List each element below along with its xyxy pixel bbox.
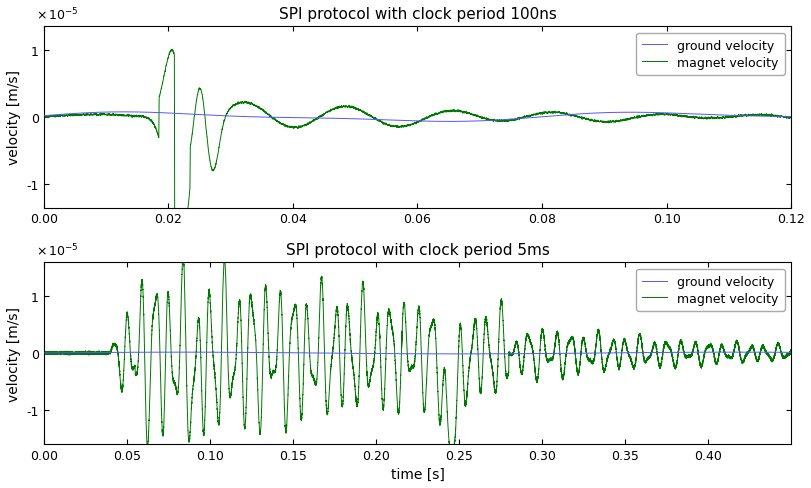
ground velocity: [444, 119, 454, 125]
Legend: ground velocity, magnet velocity: ground velocity, magnet velocity: [635, 269, 784, 311]
Title: SPI protocol with clock period 100ns: SPI protocol with clock period 100ns: [278, 7, 556, 22]
magnet velocity: [39, 114, 49, 120]
magnet velocity: [496, 298, 505, 304]
magnet velocity: [191, 356, 200, 362]
ground velocity: [118, 110, 128, 116]
Y-axis label: velocity [m/s]: velocity [m/s]: [7, 70, 21, 165]
ground velocity: [785, 115, 795, 121]
ground velocity: [149, 110, 159, 116]
magnet velocity: [785, 116, 795, 122]
magnet velocity: [421, 115, 431, 121]
magnet velocity: [697, 363, 706, 369]
magnet velocity: [178, 253, 187, 259]
ground velocity: [182, 349, 191, 355]
magnet velocity: [71, 350, 81, 356]
ground velocity: [298, 350, 308, 356]
magnet velocity: [177, 231, 187, 237]
ground velocity: [71, 350, 81, 356]
Line: magnet velocity: magnet velocity: [44, 256, 790, 451]
magnet velocity: [46, 350, 56, 356]
Line: ground velocity: ground velocity: [44, 352, 790, 354]
Title: SPI protocol with clock period 5ms: SPI protocol with clock period 5ms: [285, 243, 549, 258]
Line: ground velocity: ground velocity: [44, 113, 790, 122]
magnet velocity: [232, 102, 242, 107]
ground velocity: [451, 351, 461, 357]
magnet velocity: [39, 350, 49, 356]
Y-axis label: velocity [m/s]: velocity [m/s]: [7, 306, 21, 401]
magnet velocity: [493, 119, 503, 124]
ground velocity: [39, 350, 49, 356]
magnet velocity: [167, 47, 177, 53]
magnet velocity: [446, 448, 456, 454]
X-axis label: time [s]: time [s]: [390, 467, 444, 481]
magnet velocity: [431, 112, 441, 118]
magnet velocity: [298, 359, 308, 365]
ground velocity: [496, 351, 505, 357]
ground velocity: [785, 350, 795, 356]
ground velocity: [78, 111, 88, 117]
ground velocity: [46, 350, 56, 356]
Text: $\times\,10^{-5}$: $\times\,10^{-5}$: [36, 7, 79, 23]
Text: $\times\,10^{-5}$: $\times\,10^{-5}$: [36, 243, 79, 259]
magnet velocity: [149, 123, 159, 129]
ground velocity: [493, 118, 503, 123]
ground velocity: [191, 349, 200, 355]
Legend: ground velocity, magnet velocity: ground velocity, magnet velocity: [635, 34, 784, 76]
ground velocity: [39, 114, 49, 120]
magnet velocity: [78, 113, 88, 119]
Line: magnet velocity: magnet velocity: [44, 50, 790, 234]
magnet velocity: [785, 349, 795, 355]
ground velocity: [232, 114, 242, 120]
ground velocity: [697, 349, 706, 355]
ground velocity: [421, 119, 431, 125]
ground velocity: [431, 119, 441, 125]
